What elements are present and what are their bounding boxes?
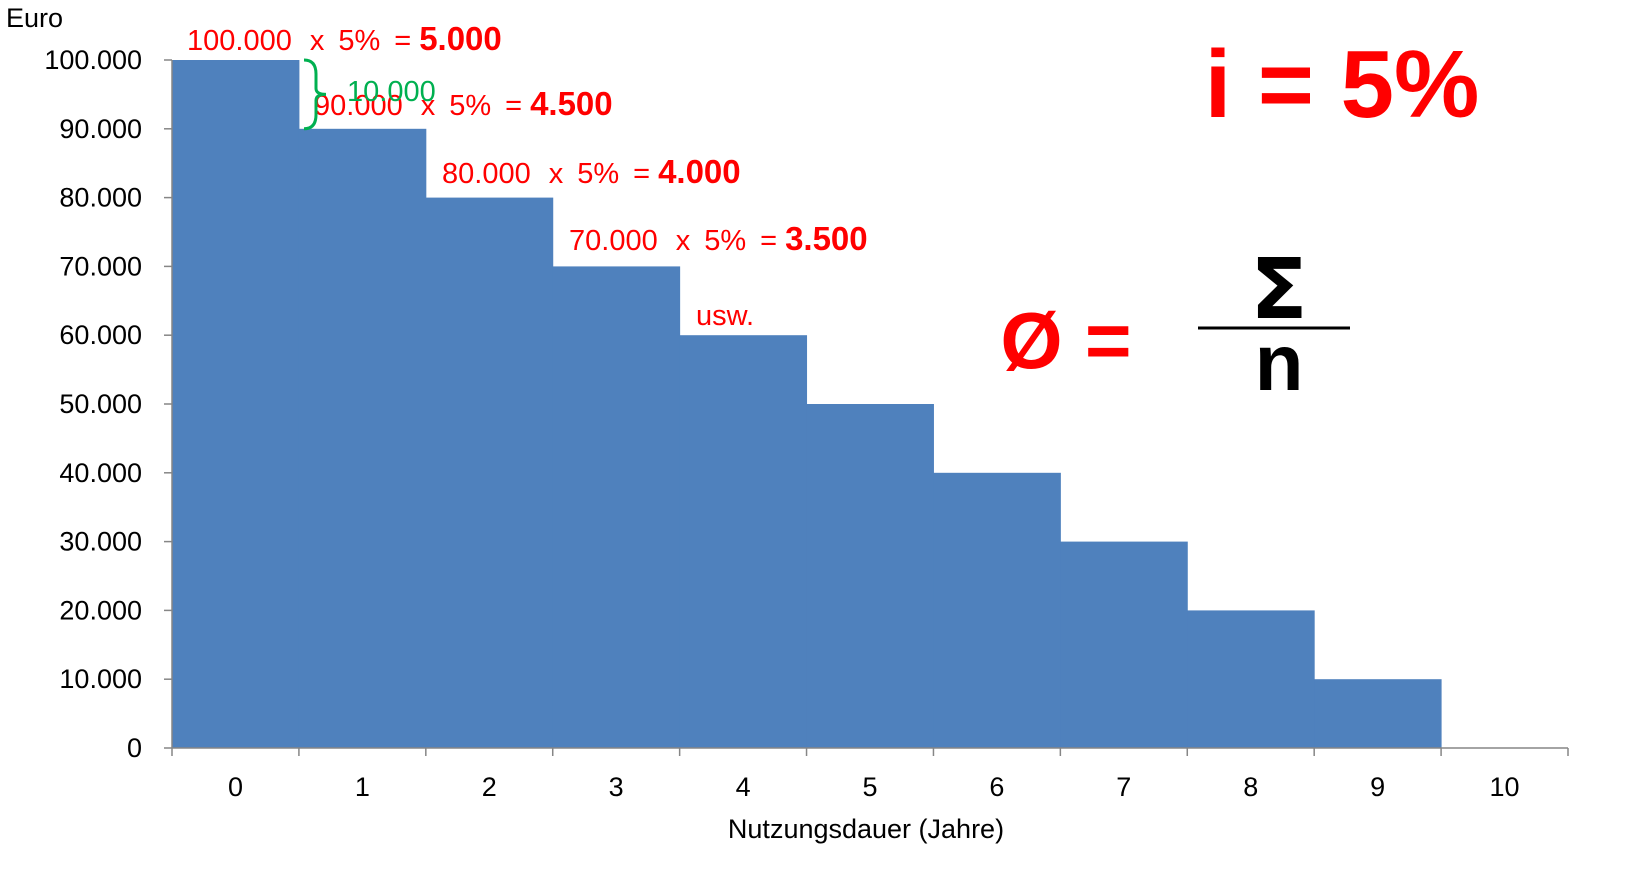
calc-times: x <box>676 225 691 257</box>
x-tick-label: 10 <box>1490 772 1520 802</box>
calc-rate: 5% <box>338 25 380 57</box>
x-tick-label: 2 <box>482 772 497 802</box>
bar-6 <box>933 472 1061 748</box>
formula-lhs: Ø = <box>1000 296 1131 385</box>
x-tick-label: 6 <box>989 772 1004 802</box>
calc-annotation: 90.000 x 5% = 4.500 <box>314 85 613 122</box>
calc-result: 3.500 <box>785 220 868 257</box>
calc-times: x <box>421 90 436 122</box>
calc-annotation: 80.000 x 5% = 4.000 <box>442 153 741 190</box>
bar-2 <box>425 197 554 749</box>
calc-base: 70.000 <box>569 225 658 257</box>
y-tick-label: 80.000 <box>59 183 142 213</box>
calc-result: 5.000 <box>419 20 502 57</box>
y-tick-label: 10.000 <box>59 664 142 694</box>
y-tick-label: 100.000 <box>44 45 142 75</box>
formula-numerator: Σ <box>1250 240 1307 338</box>
interest-rate-label: i = 5% <box>1205 31 1480 138</box>
bar-9 <box>1314 679 1442 748</box>
x-tick-label: 1 <box>355 772 370 802</box>
calc-equals: = <box>394 25 411 57</box>
calc-rate: 5% <box>704 225 746 257</box>
x-axis-title: Nutzungsdauer (Jahre) <box>728 814 1004 844</box>
x-tick-label: 4 <box>736 772 751 802</box>
y-tick-label: 30.000 <box>59 527 142 557</box>
calc-annotation: 100.000 x 5% = 5.000 <box>187 20 502 57</box>
y-tick-label: 50.000 <box>59 389 142 419</box>
calc-base: 80.000 <box>442 158 531 190</box>
y-tick-label: 20.000 <box>59 595 142 625</box>
y-tick-label: 0 <box>127 733 142 763</box>
calc-equals: = <box>633 158 650 190</box>
bar-4 <box>679 335 808 748</box>
formula-denominator: n <box>1255 318 1304 407</box>
brace-shape <box>303 58 327 131</box>
calc-base: 90.000 <box>314 90 403 122</box>
bar-8 <box>1187 610 1315 748</box>
calc-times: x <box>310 25 325 57</box>
calc-rate: 5% <box>449 90 491 122</box>
x-tick-label: 0 <box>228 772 243 802</box>
bar-1 <box>298 128 427 749</box>
y-tick-label: 40.000 <box>59 458 142 488</box>
calc-times: x <box>549 158 564 190</box>
y-axis-title: Euro <box>6 3 63 33</box>
y-tick-label: 70.000 <box>59 251 142 281</box>
y-tick-label: 90.000 <box>59 114 142 144</box>
calc-result: 4.000 <box>658 153 741 190</box>
calc-annotation: 70.000 x 5% = 3.500 <box>569 220 868 257</box>
x-tick-label: 7 <box>1116 772 1131 802</box>
x-tick-label: 8 <box>1243 772 1258 802</box>
calc-rate: 5% <box>577 158 619 190</box>
bar-0 <box>172 60 300 748</box>
x-tick-label: 5 <box>862 772 877 802</box>
bar-7 <box>1060 541 1188 748</box>
etc-label: usw. <box>696 300 754 332</box>
y-tick-label: 60.000 <box>59 320 142 350</box>
calc-result: 4.500 <box>530 85 613 122</box>
x-tick-label: 9 <box>1370 772 1385 802</box>
x-tick-label: 3 <box>609 772 624 802</box>
bar-5 <box>806 404 934 748</box>
calc-equals: = <box>760 225 777 257</box>
brace-label: 10.000 <box>347 76 436 108</box>
bar-3 <box>552 266 681 748</box>
calc-equals: = <box>505 90 522 122</box>
calc-base: 100.000 <box>187 25 292 57</box>
